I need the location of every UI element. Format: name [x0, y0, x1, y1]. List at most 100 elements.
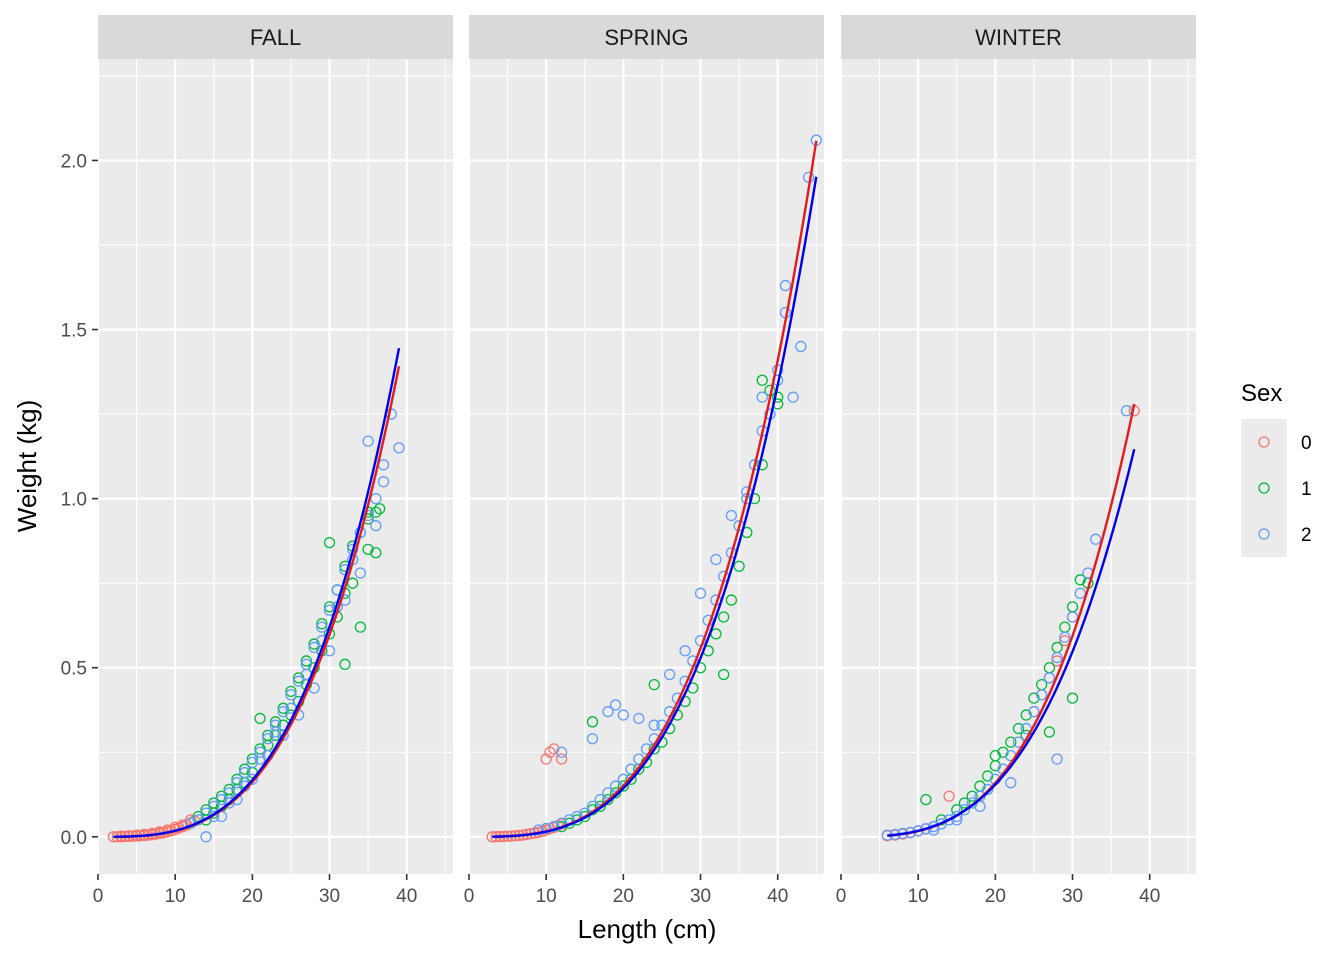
gridlines [96, 59, 453, 874]
fit-curve-sex-2 [887, 448, 1136, 837]
data-point-sex-0 [544, 746, 556, 758]
y-tick-label: 1.5 [61, 321, 87, 342]
data-point-sex-2 [532, 824, 545, 836]
data-point-sex-2 [679, 645, 691, 657]
fit-curve-sex-2 [113, 347, 401, 838]
data-point-sex-1 [989, 749, 1001, 762]
x-tick-label: 40 [396, 886, 417, 907]
legend-title: Sex [1241, 380, 1282, 407]
data-point-sex-1 [316, 618, 328, 630]
x-axis-title: Length (cm) [578, 914, 717, 944]
data-point-sex-2 [215, 793, 228, 806]
facet-panel-winter: WINTER 0 10 20 30 40 [836, 15, 1196, 907]
data-point-sex-1 [308, 638, 320, 650]
data-point-sex-1 [277, 702, 289, 714]
data-point-sex-1 [725, 594, 738, 606]
facet-panels: FALL 0 10 20 30 40 SPRING 0 10 20 30 40 WINTER 0 10 20 3… [93, 15, 1196, 907]
legend: Sex 0 1 2 [1241, 380, 1312, 557]
data-point-sex-1 [370, 547, 382, 559]
data-point-sex-2 [1051, 651, 1063, 664]
legend-key-sex-2 [1258, 528, 1270, 540]
data-point-sex-1 [772, 391, 784, 403]
data-point-sex-2 [710, 553, 722, 566]
data-point-sex-0 [540, 753, 552, 765]
data-point-sex-1 [1012, 722, 1025, 735]
data-point-sex-1 [200, 814, 212, 826]
data-point-sex-1 [648, 678, 660, 691]
y-axis-title: Weight (kg) [12, 400, 42, 532]
strip-background [841, 15, 1196, 59]
strip-background [469, 15, 824, 59]
gridlines [467, 59, 824, 874]
x-tick-label: 40 [1139, 886, 1160, 907]
x-tick-label: 30 [1062, 886, 1083, 907]
data-point-sex-0 [161, 824, 174, 836]
x-tick-label: 20 [242, 886, 263, 907]
y-tick-label: 0.0 [61, 828, 87, 849]
data-point-sex-2 [393, 442, 405, 454]
strip-background [98, 15, 453, 59]
legend-label: 1 [1301, 479, 1312, 500]
x-tick-label: 10 [536, 886, 557, 907]
data-point-sex-2 [602, 706, 614, 718]
data-point-sex-1 [1005, 736, 1017, 748]
data-point-sex-2 [633, 712, 645, 725]
legend-label: 2 [1301, 525, 1312, 546]
data-point-sex-0 [943, 790, 955, 802]
data-point-sex-2 [254, 746, 266, 758]
facet-panel-fall: FALL 0 10 20 30 40 [93, 15, 453, 907]
data-point-sex-1 [285, 685, 297, 698]
data-point-sex-0 [154, 826, 166, 838]
data-point-sex-1 [300, 655, 313, 667]
data-point-sex-1 [238, 763, 251, 775]
data-point-sex-1 [374, 503, 386, 515]
y-axis: 0.0 0.5 1.0 1.5 2.0 [61, 151, 98, 849]
x-tick-label: 10 [908, 886, 929, 907]
data-point-sex-1 [594, 800, 606, 813]
data-point-sex-2 [1036, 689, 1048, 701]
data-point-sex-2 [609, 699, 622, 711]
x-tick-label: 40 [767, 886, 788, 907]
data-point-sex-1 [756, 459, 768, 471]
data-point-sex-1 [586, 716, 599, 728]
data-point-sex-2 [958, 804, 971, 816]
data-point-sex-2 [354, 567, 367, 579]
data-point-sex-2 [1120, 405, 1133, 417]
data-point-sex-1 [981, 770, 994, 782]
data-point-sex-2 [594, 793, 606, 806]
data-point-sex-2 [1059, 631, 1071, 643]
data-point-sex-2 [555, 746, 568, 758]
panel-background [841, 59, 1196, 874]
gridlines [839, 59, 1196, 874]
data-point-sex-1 [609, 787, 622, 799]
legend-key-background [1241, 465, 1287, 511]
legend-key-background [1241, 511, 1287, 557]
data-point-sex-1 [293, 672, 305, 684]
data-point-sex-2 [1043, 672, 1056, 684]
data-point-sex-1 [748, 492, 761, 505]
x-tick-label: 20 [613, 886, 634, 907]
data-point-sex-1 [1028, 692, 1040, 704]
data-point-sex-2 [943, 814, 955, 826]
panel-background [469, 59, 824, 874]
data-point-sex-1 [579, 810, 591, 823]
x-tick-label: 10 [165, 886, 186, 907]
x-axis-spring: 0 10 20 30 40 [464, 874, 788, 907]
strip-label: WINTER [975, 25, 1062, 50]
data-point-sex-1 [323, 601, 336, 613]
data-point-sex-1 [1066, 692, 1079, 704]
data-point-sex-0 [169, 821, 181, 833]
data-point-sex-1 [617, 780, 629, 792]
fit-curve-sex-2 [492, 176, 818, 838]
data-point-sex-2 [1090, 533, 1102, 545]
x-tick-label: 30 [690, 886, 711, 907]
data-point-sex-1 [920, 793, 932, 806]
data-point-sex-1 [362, 543, 374, 556]
data-point-sex-2 [277, 706, 289, 718]
data-point-sex-1 [362, 513, 374, 525]
x-axis-winter: 0 10 20 30 40 [836, 874, 1160, 907]
panel-background [98, 59, 453, 874]
data-point-sex-1 [370, 506, 382, 518]
data-point-sex-2 [974, 800, 986, 813]
